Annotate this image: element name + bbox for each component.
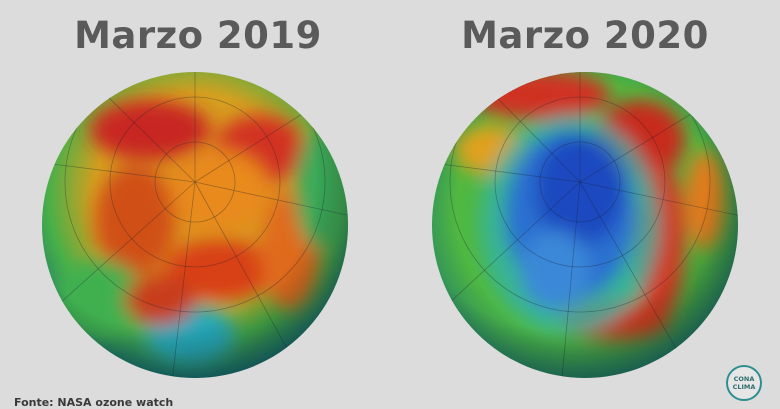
conaclima-logo: CONA CLIMA <box>726 365 762 401</box>
source-caption: Fonte: NASA ozone watch <box>14 396 174 409</box>
ozone-globe-2019 <box>42 72 348 378</box>
title-march-2020: Marzo 2020 <box>461 14 709 57</box>
ozone-globe-2020 <box>432 72 738 378</box>
logo-line-2: CLIMA <box>732 383 756 391</box>
logo-line-1: CONA <box>733 375 755 383</box>
title-march-2019: Marzo 2019 <box>74 14 322 57</box>
